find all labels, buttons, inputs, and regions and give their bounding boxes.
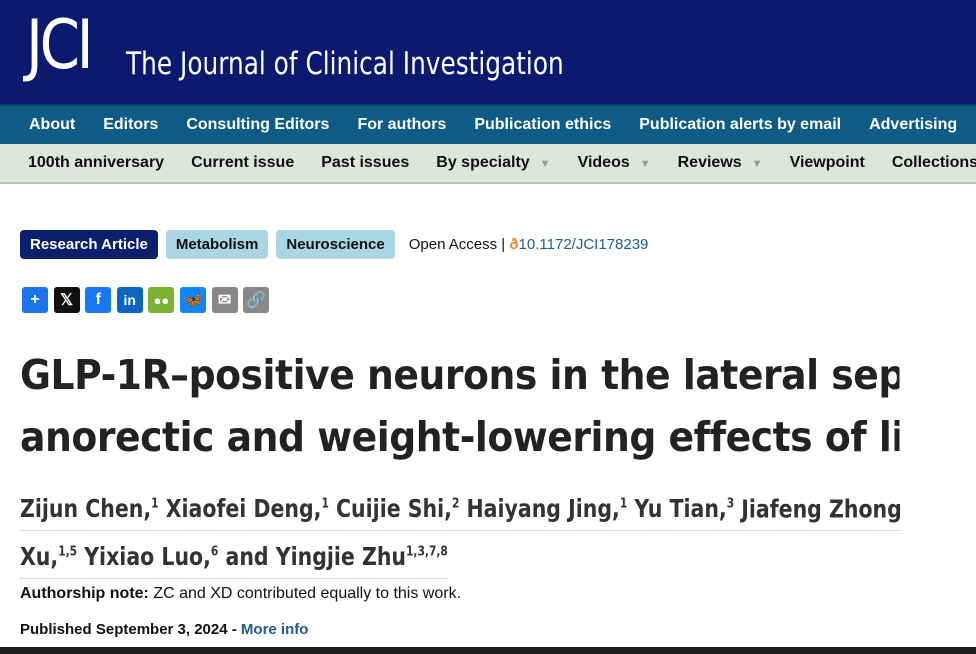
affiliation: 1,3,7,8 (406, 544, 448, 560)
affiliation: 1 (619, 497, 628, 512)
authorship-note: Authorship note: ZC and XD contributed e… (20, 585, 461, 603)
nav-viewpoint[interactable]: Viewpoint (789, 154, 865, 171)
copy-link-icon[interactable]: 🔗 (243, 287, 270, 313)
author[interactable]: Yu Tian,3 (627, 494, 734, 523)
nav-videos[interactable]: Videos ▼ (578, 154, 651, 172)
facebook-icon[interactable]: f (85, 287, 112, 313)
nav-label: Videos (577, 154, 630, 171)
nav-label: Reviews (677, 154, 742, 171)
author[interactable]: and Yingjie Zhu1,3,7,8 (218, 542, 447, 571)
author[interactable]: Zijun Chen,1 (20, 494, 159, 523)
nav-collections[interactable]: Collections (891, 154, 976, 171)
nav-by-specialty[interactable]: By specialty ▼ (436, 154, 550, 172)
author-name: Zijun Chen, (20, 494, 152, 524)
nav-advertising[interactable]: Advertising (869, 116, 958, 133)
author-name: Yu Tian, (627, 494, 727, 524)
author[interactable]: Cuijie Shi,2 (329, 494, 459, 523)
affiliation: 1,5 (58, 544, 78, 560)
site-header: JCI The Journal of Clinical Investigatio… (0, 0, 976, 104)
affiliation: 6 (210, 544, 219, 560)
author[interactable]: Yixiao Luo,6 (77, 542, 218, 571)
doi-link[interactable]: 10.1172/JCI178239 (518, 236, 649, 253)
author[interactable]: Jiafeng Zhong (734, 494, 902, 523)
bottom-bar (0, 647, 976, 654)
affiliation: 1 (321, 497, 329, 512)
nav-publication-alerts[interactable]: Publication alerts by email (639, 116, 842, 133)
author-name: and Yingjie Zhu (218, 541, 407, 571)
article-tags: Research Article Metabolism Neuroscience… (20, 230, 648, 259)
jci-logo[interactable]: JCI (26, 6, 94, 85)
tag-metabolism[interactable]: Metabolism (165, 230, 269, 259)
published-date: Published September 3, 2024 - More info (20, 621, 308, 638)
nav-100th-anniversary[interactable]: 100th anniversary (28, 154, 165, 171)
nav-consulting-editors[interactable]: Consulting Editors (186, 116, 330, 133)
bluesky-icon[interactable]: 🦋 (179, 287, 206, 313)
nav-for-authors[interactable]: For authors (357, 116, 447, 133)
nav-label: By specialty (436, 154, 530, 171)
author-name: Xu, (20, 541, 59, 571)
tag-research-article[interactable]: Research Article (20, 230, 158, 259)
nav-past-issues[interactable]: Past issues (321, 154, 410, 171)
author-name: Cuijie Shi, (328, 494, 452, 524)
caret-down-icon: ▼ (751, 158, 763, 170)
author-list: Zijun Chen,1 Xiaofei Deng,1 Cuijie Shi,2… (20, 484, 922, 579)
nav-current-issue[interactable]: Current issue (191, 154, 295, 171)
caret-down-icon: ▼ (639, 158, 651, 170)
published-text: Published September 3, 2024 - (20, 621, 241, 638)
journal-title[interactable]: The Journal of Clinical Investigation (126, 46, 564, 82)
secondary-nav: 100th anniversary Current issue Past iss… (0, 144, 976, 184)
share-bar: + 𝕏 f in ●● 🦋 ✉ 🔗 (22, 287, 275, 313)
author-line: Zijun Chen,1 Xiaofei Deng,1 Cuijie Shi,2… (20, 484, 902, 532)
author[interactable]: Xu,1,5 (20, 542, 77, 571)
author-name: Haiyang Jing, (459, 494, 620, 524)
author[interactable]: Haiyang Jing,1 (459, 494, 628, 524)
x-icon[interactable]: 𝕏 (53, 287, 80, 313)
title-line: anorectic and weight-lowering effects of… (20, 413, 900, 461)
nav-publication-ethics[interactable]: Publication ethics (474, 116, 612, 133)
open-access-icon: ð (505, 236, 519, 253)
author-name: Jiafeng Zhong (734, 494, 902, 524)
author[interactable]: Xiaofei Deng,1 (159, 494, 329, 523)
nav-reviews[interactable]: Reviews ▼ (678, 154, 763, 172)
nav-about[interactable]: About (29, 116, 76, 133)
open-access-label: Open Access | (408, 236, 506, 253)
affiliation: 3 (726, 497, 735, 512)
tag-neuroscience[interactable]: Neuroscience (276, 230, 395, 259)
linkedin-icon[interactable]: in (116, 287, 143, 313)
author-name: Xiaofei Deng, (158, 494, 322, 524)
article-title: GLP-1R–positive neurons in the lateral s… (20, 344, 900, 468)
author-name: Yixiao Luo, (77, 541, 211, 571)
title-line: GLP-1R–positive neurons in the lateral s… (20, 351, 900, 399)
add-icon[interactable]: + (22, 287, 48, 313)
more-info-link[interactable]: More info (240, 621, 309, 638)
affiliation: 1 (151, 497, 159, 512)
author-line: Xu,1,5 Yixiao Luo,6 and Yingjie Zhu1,3,7… (20, 531, 448, 579)
note-text: ZC and XD contributed equally to this wo… (148, 585, 462, 602)
primary-nav: About Editors Consulting Editors For aut… (0, 104, 976, 144)
nav-editors[interactable]: Editors (103, 116, 159, 133)
note-label: Authorship note: (20, 585, 149, 602)
email-icon[interactable]: ✉ (211, 287, 238, 313)
caret-down-icon: ▼ (539, 158, 551, 170)
wechat-icon[interactable]: ●● (148, 287, 175, 313)
affiliation: 2 (451, 497, 460, 512)
